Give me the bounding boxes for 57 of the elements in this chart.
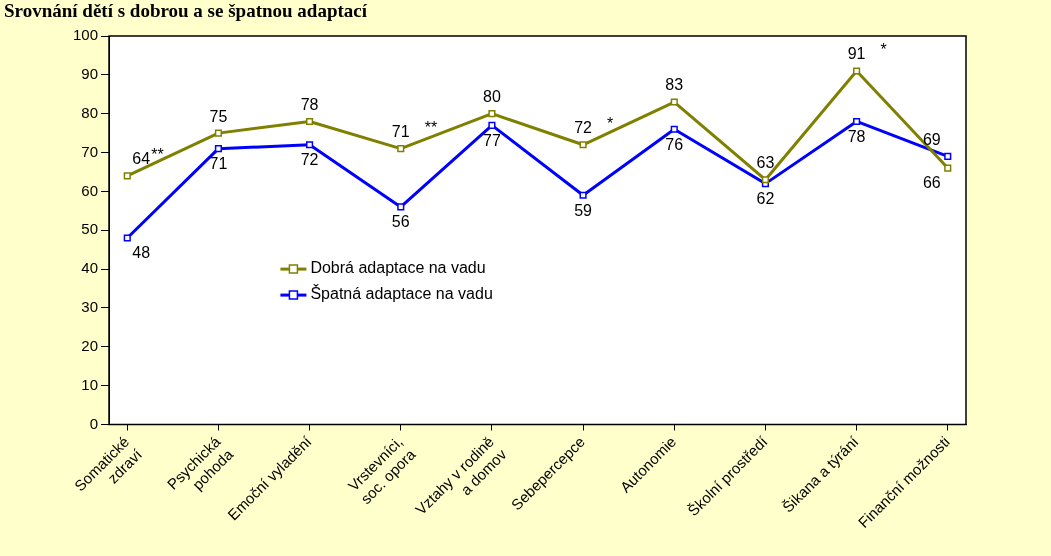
data-label: 80 [483, 88, 501, 106]
chart-title: Srovnání dětí s dobrou a se špatnou adaptací [3, 0, 369, 23]
data-label: 69 [922, 130, 941, 148]
y-tick-label: 60 [81, 181, 99, 199]
data-label: 78 [300, 95, 319, 113]
point [853, 117, 861, 126]
y-tick-label: 40 [81, 259, 99, 277]
annotation: ** [151, 146, 164, 164]
point [579, 141, 587, 149]
point [670, 125, 678, 133]
point [761, 176, 770, 184]
point [944, 152, 952, 161]
data-label: 76 [665, 135, 684, 153]
data-label: 62 [756, 190, 775, 208]
data-label: 64 [132, 150, 151, 168]
annotation: * [607, 115, 614, 133]
y-tick-label: 20 [81, 336, 99, 354]
point [214, 145, 223, 153]
y-tick-label: 80 [81, 103, 99, 121]
annotation: ** [424, 119, 438, 137]
point [306, 141, 314, 149]
data-label: 66 [922, 174, 941, 192]
y-tick-label: 10 [81, 375, 99, 393]
point [397, 203, 405, 211]
point [123, 234, 131, 242]
legend-label: Špatná adaptace na vadu [310, 284, 493, 303]
data-label: 59 [574, 201, 593, 219]
y-tick-label: 50 [81, 220, 99, 238]
point [214, 129, 223, 137]
y-tick-label: 100 [73, 26, 99, 44]
data-label: 71 [209, 155, 228, 173]
y-tick-label: 90 [81, 64, 99, 82]
data-label: 56 [391, 213, 410, 231]
y-tick-label: 70 [81, 142, 99, 160]
data-label: 72 [574, 119, 593, 137]
point [397, 145, 405, 153]
data-label: 63 [756, 154, 775, 172]
annotation: * [880, 41, 887, 59]
point [488, 110, 496, 118]
point [579, 191, 587, 199]
point [123, 172, 131, 180]
point [488, 121, 496, 129]
data-label: 83 [665, 76, 684, 94]
point [853, 67, 861, 75]
point [670, 98, 678, 106]
point [944, 164, 952, 172]
data-label: 91 [847, 45, 866, 63]
data-label: 77 [483, 131, 501, 149]
point [306, 117, 314, 126]
y-tick-label: 0 [89, 414, 99, 432]
legend-label: Dobrá adaptace na vadu [310, 259, 486, 277]
data-label: 48 [132, 244, 151, 262]
data-label: 75 [209, 107, 228, 125]
y-tick-label: 30 [81, 298, 99, 316]
data-label: 71 [391, 123, 410, 141]
data-label: 72 [300, 151, 319, 169]
data-label: 78 [847, 127, 866, 145]
